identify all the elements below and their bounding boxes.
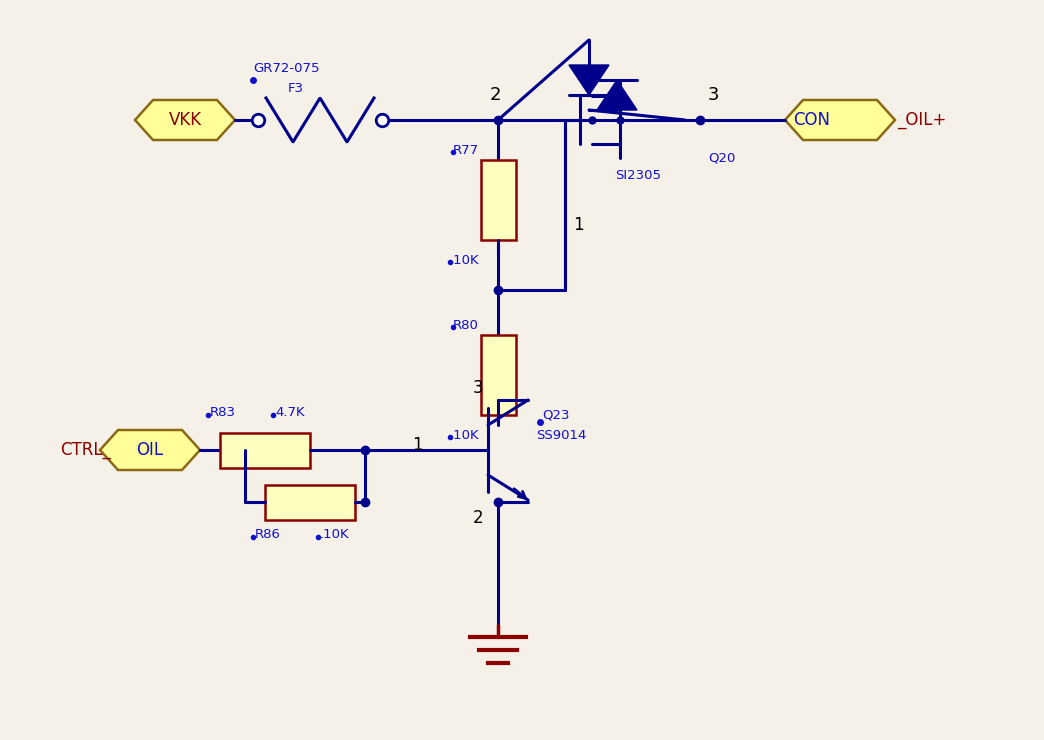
Polygon shape (785, 100, 895, 140)
Text: SS9014: SS9014 (536, 428, 587, 442)
Text: Q20: Q20 (708, 152, 735, 164)
FancyBboxPatch shape (480, 160, 516, 240)
Text: VKK: VKK (168, 111, 201, 129)
Text: .10K: .10K (450, 428, 479, 442)
Polygon shape (100, 430, 200, 470)
Text: .10K: .10K (450, 254, 479, 266)
Polygon shape (569, 65, 609, 95)
Text: 3: 3 (473, 379, 483, 397)
Polygon shape (135, 100, 235, 140)
FancyBboxPatch shape (480, 335, 516, 415)
Text: R86: R86 (255, 528, 281, 540)
Polygon shape (597, 80, 637, 110)
Text: CTRL_: CTRL_ (60, 441, 111, 459)
Text: Q23: Q23 (542, 408, 569, 422)
Text: OIL: OIL (137, 441, 164, 459)
Text: R80: R80 (453, 318, 479, 332)
Text: F3: F3 (288, 81, 304, 95)
Text: SI2305: SI2305 (615, 169, 661, 181)
Text: R83: R83 (210, 406, 236, 419)
Text: .10K: .10K (321, 528, 350, 540)
Text: 1: 1 (573, 216, 584, 234)
Text: 3: 3 (708, 86, 719, 104)
Text: 1: 1 (412, 436, 423, 454)
Text: CON: CON (793, 111, 830, 129)
Text: 4.7K: 4.7K (275, 406, 305, 419)
Text: R77: R77 (453, 144, 479, 156)
Text: 2: 2 (490, 86, 501, 104)
FancyBboxPatch shape (220, 432, 310, 468)
Text: _OIL+: _OIL+ (897, 111, 946, 129)
Text: GR72-075: GR72-075 (253, 61, 319, 75)
Text: 2: 2 (473, 509, 483, 527)
FancyBboxPatch shape (265, 485, 355, 519)
